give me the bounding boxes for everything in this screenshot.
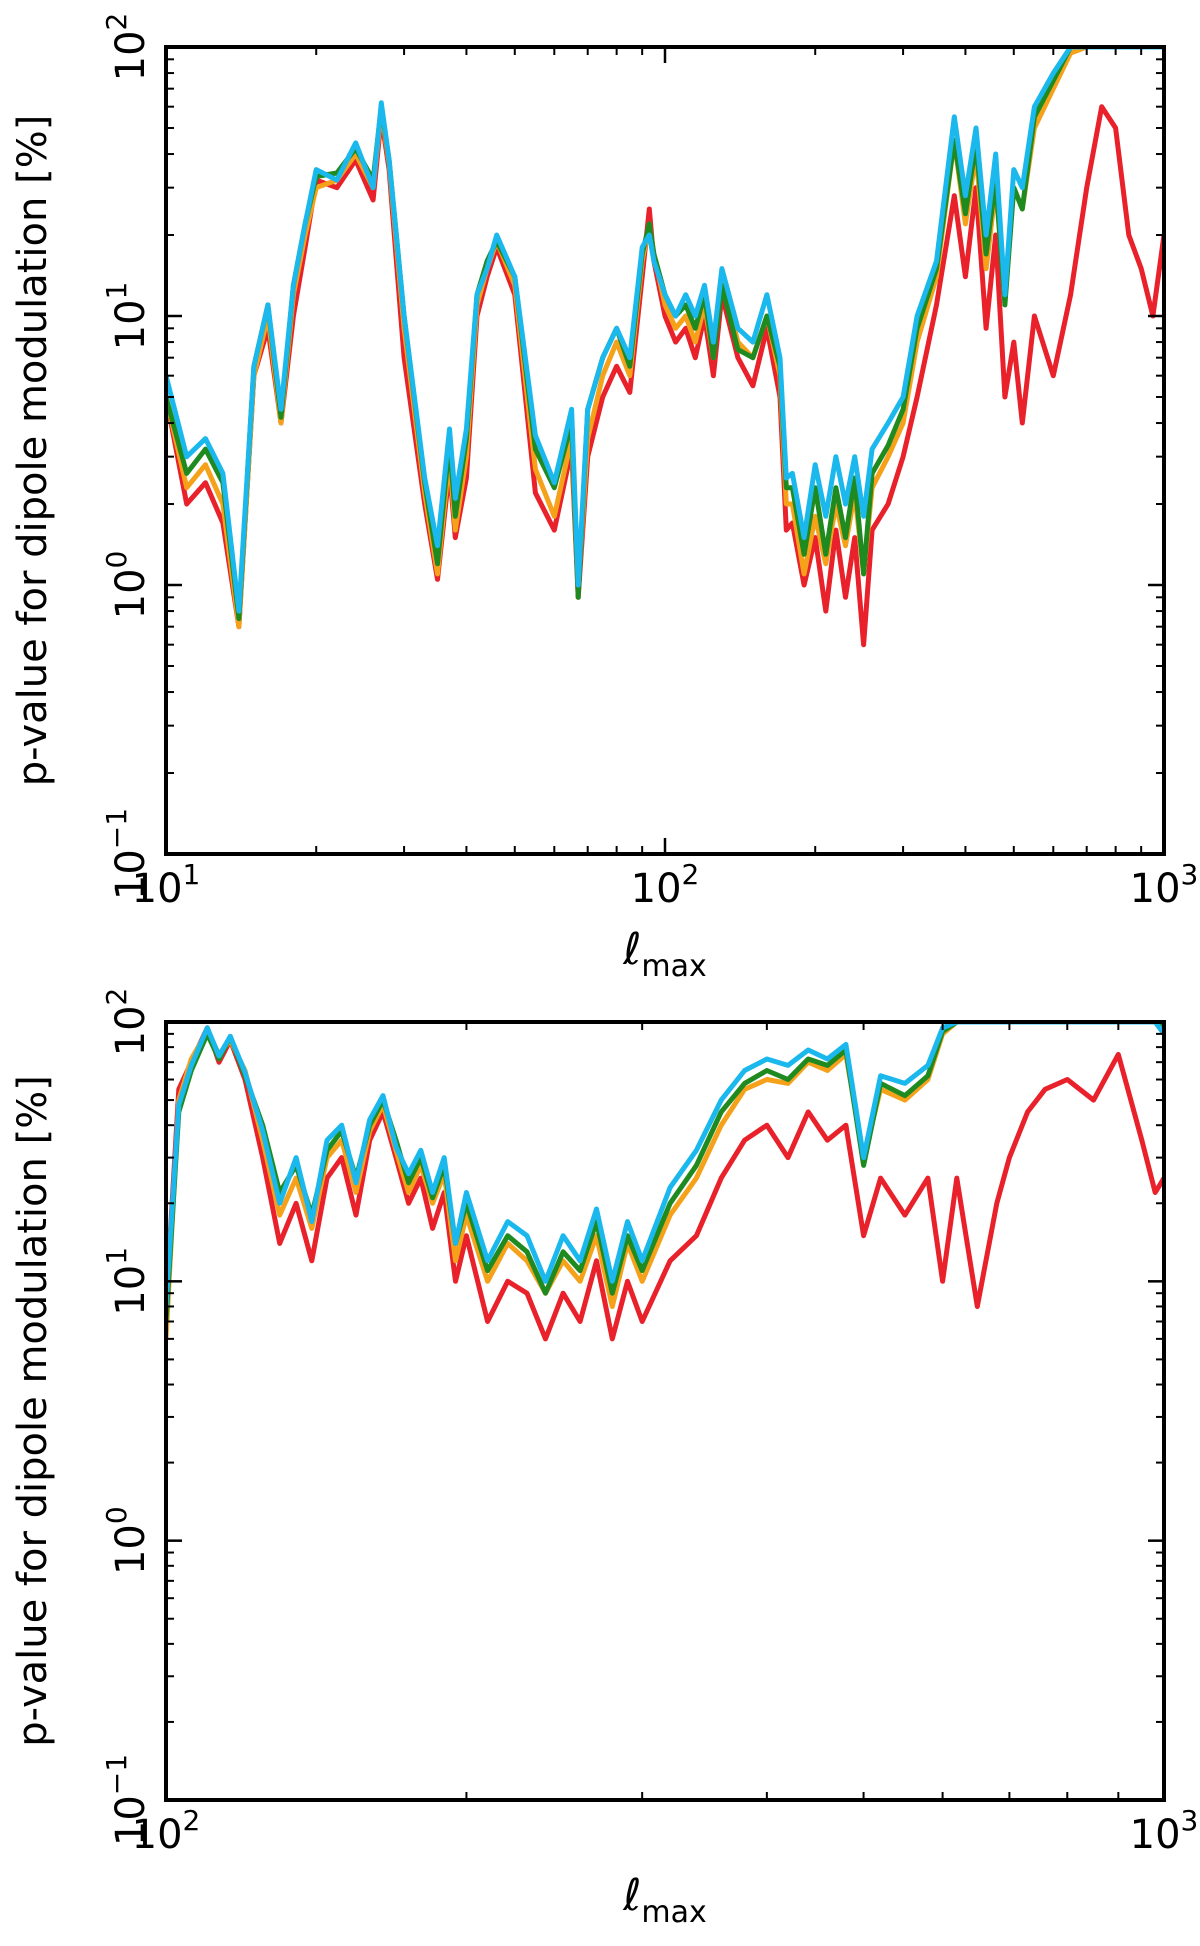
series-line-orange [166, 1022, 1164, 1342]
chart-panel-2: 102 103 10−1 100 101 102 ℓmax p-value for dipol… [10, 988, 1198, 1930]
x-tick-label: 102 [631, 858, 700, 912]
y-tick-label: 10−1 [100, 1754, 154, 1846]
y-axis-label: p-value for dipole modulation [%] [10, 1075, 56, 1747]
series-line-green [166, 47, 1164, 622]
x-tick-label: 103 [1130, 858, 1199, 912]
x-axis-label: ℓmax [622, 924, 707, 984]
series-line-orange [166, 47, 1164, 630]
x-tick-label: 101 [132, 858, 201, 912]
chart-panel-1: 101 102 103 10−1 100 101 102 ℓmax p-value for di… [10, 13, 1198, 984]
series-group [166, 47, 1164, 648]
y-tick-label: 102 [100, 988, 154, 1057]
x-axis-label: ℓmax [622, 1870, 707, 1930]
x-tick-label: 103 [1130, 1804, 1199, 1858]
y-tick-label: 101 [100, 282, 154, 351]
y-tick-label: 101 [100, 1247, 154, 1316]
x-tick-label: 102 [132, 1804, 201, 1858]
series-line-cyan [166, 1022, 1164, 1309]
y-axis-label: p-value for dipole modulation [%] [10, 115, 56, 787]
series-group [166, 1022, 1164, 1342]
y-tick-label: 10−1 [100, 808, 154, 900]
plot-frame [164, 45, 1166, 856]
series-line-cyan [166, 47, 1164, 614]
y-tick-label: 100 [100, 551, 154, 620]
plot-frame [164, 1020, 1166, 1802]
y-tick-label: 100 [100, 1506, 154, 1575]
series-line-red [166, 1025, 1164, 1342]
y-tick-label: 102 [100, 13, 154, 82]
